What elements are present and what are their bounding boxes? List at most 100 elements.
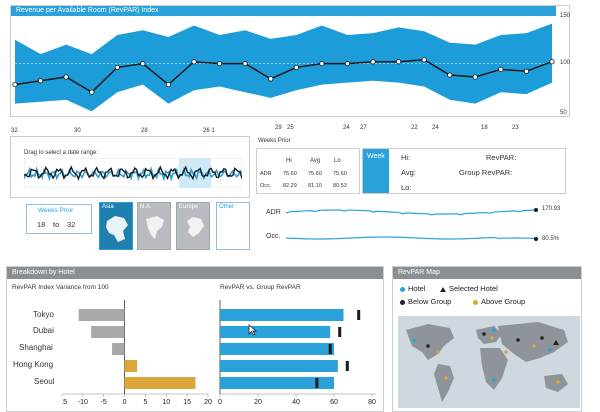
map-marker[interactable] bbox=[482, 332, 486, 336]
date-range-selector[interactable] bbox=[24, 158, 242, 188]
revpar-index-point[interactable] bbox=[447, 72, 453, 78]
hotel-label: Hong Kong bbox=[13, 360, 54, 369]
revpar-index-point[interactable] bbox=[472, 74, 478, 80]
region-label: N.A. bbox=[140, 204, 152, 210]
map-marker[interactable] bbox=[540, 336, 544, 340]
map-marker[interactable] bbox=[412, 338, 416, 342]
map-marker[interactable] bbox=[548, 348, 552, 352]
revpar-index-point[interactable] bbox=[421, 57, 427, 63]
region-na-button[interactable]: N.A. bbox=[137, 202, 171, 250]
world-map[interactable] bbox=[398, 316, 580, 408]
variance-bar[interactable] bbox=[124, 360, 138, 372]
revpar-index-point[interactable] bbox=[268, 76, 274, 82]
group-revpar-marker bbox=[357, 310, 361, 320]
revpar-index-point[interactable] bbox=[498, 66, 504, 72]
revpar-bar[interactable] bbox=[220, 309, 344, 321]
selected-hotel-marker[interactable] bbox=[553, 340, 559, 345]
variance-tick-label: 10 bbox=[162, 399, 170, 404]
range-series bbox=[24, 165, 242, 181]
group-revpar-marker bbox=[315, 378, 319, 388]
revpar-index-point[interactable] bbox=[242, 61, 248, 67]
variance-bar[interactable] bbox=[91, 326, 125, 338]
revpar-bar[interactable] bbox=[220, 326, 331, 338]
revpar-tick-label: 0 bbox=[218, 399, 222, 404]
region-label: Other bbox=[219, 204, 235, 210]
adr-sparkline-end bbox=[534, 208, 538, 212]
weeks-prior-to-value[interactable]: 32 bbox=[67, 220, 76, 229]
revpar-index-point[interactable] bbox=[37, 78, 44, 84]
variance-tick-label: -10 bbox=[78, 399, 88, 404]
variance-tick-label: 5 bbox=[143, 399, 147, 404]
hotel-label: Tokyo bbox=[33, 310, 54, 319]
variance-bar[interactable] bbox=[124, 377, 196, 389]
africa-shape bbox=[480, 348, 508, 390]
revpar-index-point[interactable] bbox=[114, 64, 120, 71]
australia-shape bbox=[544, 374, 568, 392]
map-marker[interactable] bbox=[504, 350, 508, 354]
map-marker[interactable] bbox=[492, 378, 496, 382]
variance-bar[interactable] bbox=[78, 309, 125, 321]
revpar-index-point[interactable] bbox=[216, 61, 223, 67]
weeks-prior-table bbox=[256, 148, 360, 194]
revpar-index-point[interactable] bbox=[89, 89, 95, 95]
weeks-prior-selector[interactable] bbox=[26, 204, 92, 234]
weeks-prior-from-value[interactable]: 18 bbox=[37, 220, 46, 229]
revpar-index-point[interactable] bbox=[140, 61, 146, 67]
variance-tick-label: 15 bbox=[183, 399, 191, 404]
revpar-index-point[interactable] bbox=[395, 59, 402, 65]
map-marker[interactable] bbox=[490, 336, 494, 340]
map-marker[interactable] bbox=[556, 380, 560, 384]
map-marker[interactable] bbox=[532, 344, 536, 348]
revpar-tick-label: 60 bbox=[330, 399, 338, 404]
revpar-index-point[interactable] bbox=[191, 59, 197, 65]
variance-tick-label: -15 bbox=[62, 399, 67, 404]
sparklines bbox=[286, 208, 538, 241]
group-revpar-label: Group RevPAR: bbox=[459, 168, 513, 177]
x-tick: 26 1 bbox=[203, 128, 215, 134]
revpar-bar[interactable] bbox=[220, 343, 334, 355]
x-tick: 28 bbox=[141, 128, 148, 134]
week-tab[interactable] bbox=[363, 149, 389, 193]
legend-below-group: Below Group bbox=[400, 297, 451, 306]
map-marker[interactable] bbox=[436, 350, 440, 354]
map-marker[interactable] bbox=[516, 338, 520, 342]
revpar-index-point[interactable] bbox=[549, 59, 555, 65]
revpar-index-point[interactable] bbox=[319, 61, 325, 67]
revpar-index-point[interactable] bbox=[344, 61, 351, 67]
revpar-label: RevPAR: bbox=[486, 153, 517, 162]
revpar-index-point[interactable] bbox=[63, 74, 69, 80]
variance-bar[interactable] bbox=[112, 343, 125, 355]
revpar-index-point[interactable] bbox=[370, 59, 376, 65]
adr-sparkline bbox=[286, 209, 537, 216]
x-tick: 29 bbox=[275, 125, 282, 131]
revpar-index-point[interactable] bbox=[293, 64, 299, 71]
x-tick: 22 bbox=[411, 125, 418, 131]
table-row-label-occ: Occ. bbox=[260, 183, 272, 189]
revpar-tick-label: 80 bbox=[368, 399, 376, 404]
table-cell: 75.60 bbox=[333, 171, 347, 177]
date-range-selector-label: Drag to select a date range: bbox=[24, 150, 99, 156]
region-other-button[interactable]: Other bbox=[216, 202, 250, 250]
revpar-index-point[interactable] bbox=[12, 81, 18, 88]
revpar-bar[interactable] bbox=[220, 360, 338, 372]
revpar-index-point[interactable] bbox=[165, 81, 172, 88]
revpar-tick-label: 20 bbox=[254, 399, 262, 404]
week-hi-label: Hi: bbox=[401, 153, 411, 162]
map-marker[interactable] bbox=[426, 344, 430, 348]
region-label: Europe bbox=[179, 204, 199, 210]
revpar-bar[interactable] bbox=[220, 377, 334, 389]
table-cell: 81.10 bbox=[308, 183, 322, 189]
week-detail-panel bbox=[362, 148, 566, 194]
map-marker[interactable] bbox=[444, 376, 448, 380]
occ-sparkline-end bbox=[534, 237, 538, 241]
region-asia-button[interactable]: Asia bbox=[99, 202, 133, 250]
occ-sparkline-label: Occ. bbox=[266, 233, 281, 240]
variance-tick-label: -5 bbox=[101, 399, 107, 404]
north-america-shape bbox=[406, 324, 454, 360]
weeks-prior-to-word: to bbox=[53, 220, 60, 229]
region-europe-button[interactable]: Europe bbox=[176, 202, 210, 250]
revpar-index-point[interactable] bbox=[523, 68, 530, 74]
x-tick: 25 bbox=[287, 125, 294, 131]
map-marker[interactable] bbox=[492, 328, 496, 332]
group-revpar-marker bbox=[338, 327, 342, 337]
